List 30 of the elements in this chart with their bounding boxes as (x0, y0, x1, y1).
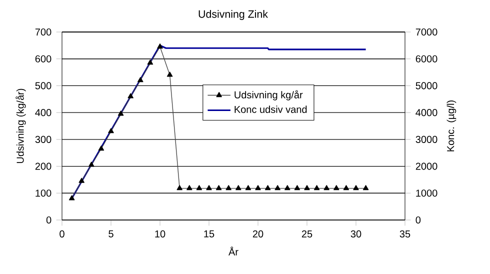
y-axis-title: Udsivning (kg/år) (16, 88, 26, 164)
x-tick-label: 10 (155, 230, 166, 238)
y2-tick-label: 4000 (416, 109, 438, 116)
y-tick-label: 300 (35, 136, 52, 143)
y-tick-label: 700 (35, 28, 52, 36)
y2-tick-label: 7000 (416, 28, 438, 36)
x-tick-label: 20 (252, 230, 264, 238)
x-tick-label: 25 (302, 230, 312, 238)
legend-label: Udsivning kg/år (234, 90, 303, 100)
chart-title: Udsivning Zink (198, 10, 268, 20)
y-tick-label: 200 (35, 162, 52, 170)
x-axis-title: År (228, 246, 238, 256)
y2-tick-label: 6000 (416, 55, 438, 62)
legend-label: Konc udsiv vand (234, 106, 307, 113)
y2-axis-title: Konc. (µg/l) (446, 100, 456, 152)
x-tick-label: 35 (400, 230, 410, 238)
x-tick-label: 5 (108, 230, 114, 238)
y2-tick-label: 1000 (416, 190, 438, 197)
y-tick-label: 400 (35, 109, 52, 116)
x-tick-label: 0 (60, 230, 64, 238)
y-tick-label: 0 (46, 216, 52, 224)
x-tick-label: 30 (350, 230, 362, 238)
y2-tick-label: 2000 (416, 162, 438, 170)
y2-tick-label: 0 (416, 216, 421, 224)
y2-tick-label: 3000 (416, 136, 438, 143)
y-tick-label: 600 (35, 55, 52, 62)
y-tick-label: 500 (35, 82, 52, 90)
x-tick-label: 15 (204, 230, 214, 238)
y-tick-label: 100 (36, 190, 52, 197)
y2-tick-label: 5000 (416, 82, 438, 90)
